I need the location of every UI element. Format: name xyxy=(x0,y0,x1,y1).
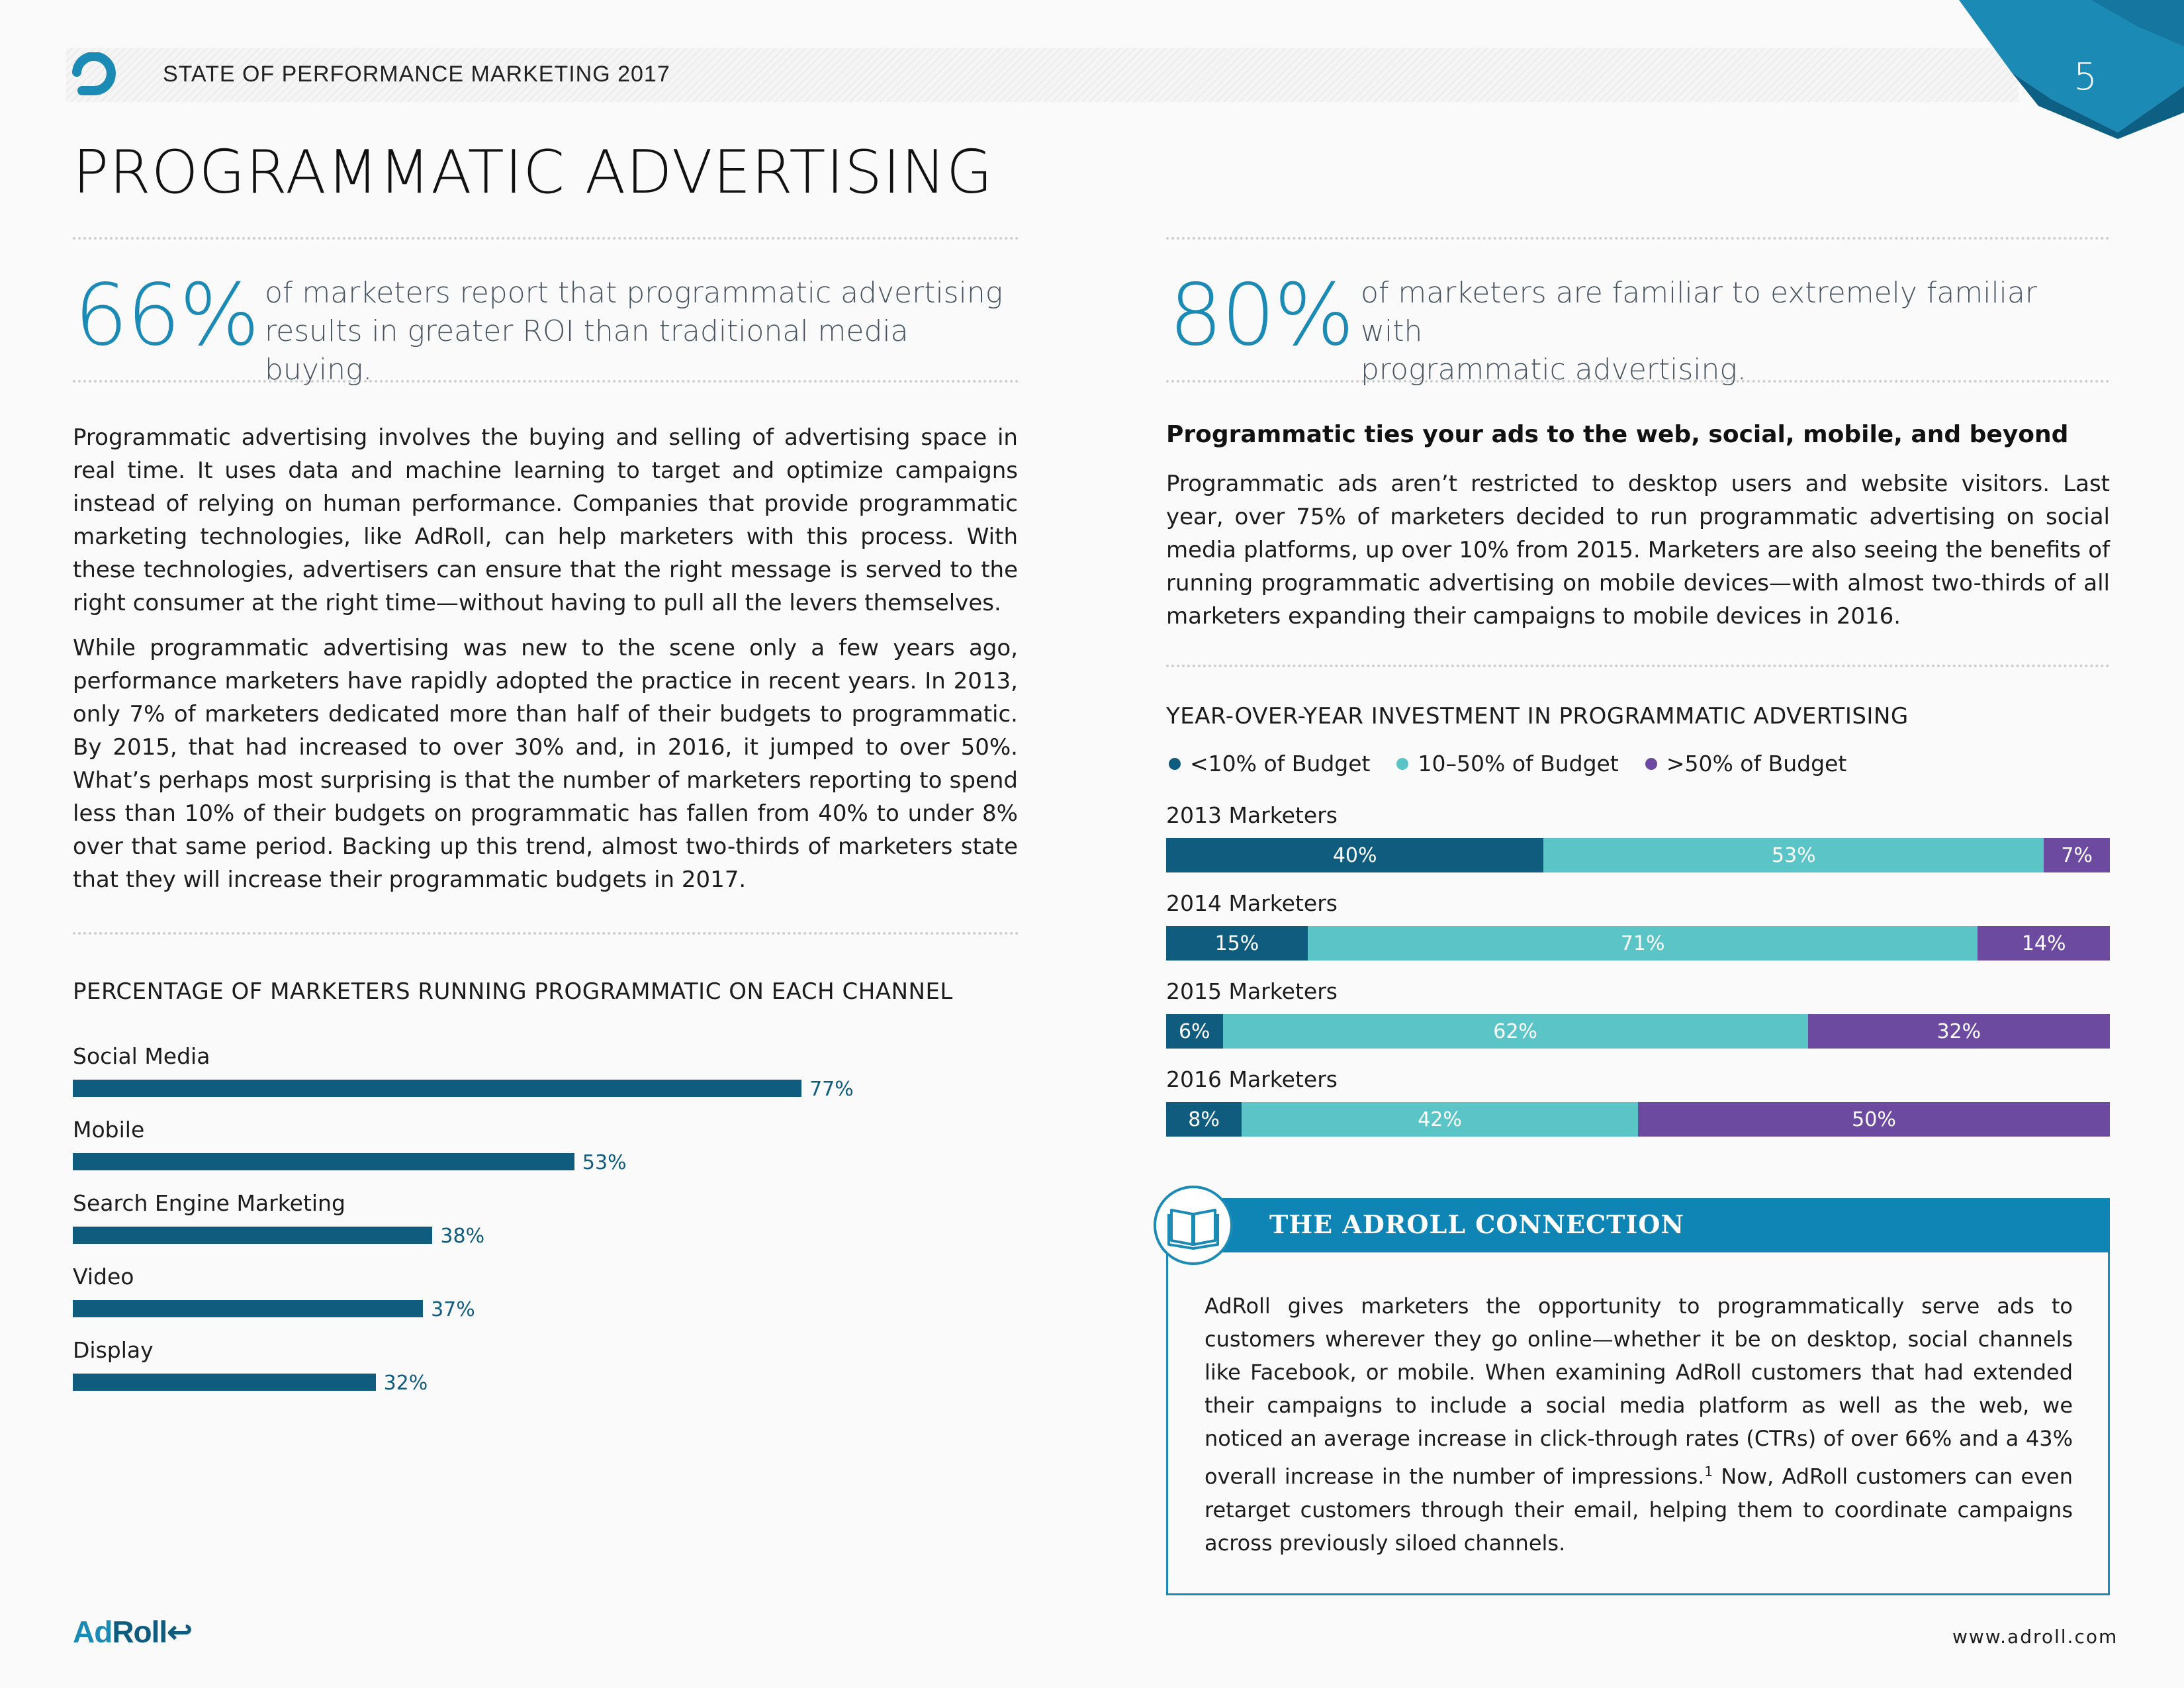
stacked-bar-segment: 42% xyxy=(1242,1102,1638,1137)
stacked-bar-segment: 7% xyxy=(2044,838,2110,872)
legend-item: <10% of Budget xyxy=(1169,751,1370,776)
stacked-bar-segment: 32% xyxy=(1807,1014,2110,1049)
stacked-bar-segment: 15% xyxy=(1166,926,1308,961)
legend-dot-icon xyxy=(1169,757,1181,770)
footer-url[interactable]: www.adroll.com xyxy=(1952,1626,2118,1648)
page-number: 5 xyxy=(2073,56,2097,99)
right-section-heading: Programmatic ties your ads to the web, s… xyxy=(1166,421,2069,448)
divider xyxy=(1166,380,2110,383)
paragraph: Programmatic ads aren’t restricted to de… xyxy=(1166,471,2110,630)
channel-chart-title: PERCENTAGE OF MARKETERS RUNNING PROGRAMM… xyxy=(73,978,953,1005)
stacked-bar-segment: 62% xyxy=(1222,1014,1808,1049)
stacked-bar-segment: 50% xyxy=(1637,1102,2110,1137)
legend-label: <10% of Budget xyxy=(1190,751,1371,776)
right-body-text: Programmatic ads aren’t restricted to de… xyxy=(1166,467,2110,645)
callout-body: AdRoll gives marketers the opportunity t… xyxy=(1205,1289,2073,1560)
channel-bar xyxy=(73,1153,574,1170)
paragraph: While programmatic advertising was new t… xyxy=(73,635,1018,893)
channel-bar xyxy=(73,1227,433,1244)
stat-text-line: of marketers are familiar to extremely f… xyxy=(1361,276,2037,348)
investment-chart-title: YEAR-OVER-YEAR INVESTMENT IN PROGRAMMATI… xyxy=(1166,703,1909,729)
stacked-bar-segment: 6% xyxy=(1166,1014,1223,1049)
stat-text-line: of marketers report that programmatic ad… xyxy=(265,276,1003,310)
left-body-text: Programmatic advertising involves the bu… xyxy=(73,421,1018,908)
channel-value-label: 32% xyxy=(383,1372,428,1395)
channel-label: Social Media xyxy=(73,1043,210,1069)
legend-label: 10–50% of Budget xyxy=(1418,751,1619,776)
channel-label: Search Engine Marketing xyxy=(73,1190,345,1216)
channel-label: Mobile xyxy=(73,1117,145,1143)
chart-legend: <10% of Budget 10–50% of Budget >50% of Bu… xyxy=(1169,751,1873,776)
logo-swoosh-icon: ↩ xyxy=(167,1615,193,1649)
stat-text-line: programmatic advertising. xyxy=(1361,353,1747,387)
stat-text-familiar: of marketers are familiar to extremely f… xyxy=(1361,274,2102,389)
year-label: 2016 Marketers xyxy=(1166,1066,1338,1092)
page-title: PROGRAMMATIC ADVERTISING xyxy=(73,138,993,207)
header-title: STATE OF PERFORMANCE MARKETING 2017 xyxy=(163,62,670,87)
corner-ribbon-decoration xyxy=(1959,0,2184,139)
stacked-bar-row: 8% 42% 50% xyxy=(1166,1102,2110,1137)
callout-box xyxy=(1166,1198,2110,1595)
divider xyxy=(73,380,1019,383)
stacked-bar-row: 40% 53% 7% xyxy=(1166,838,2110,872)
callout-text: Now, AdRoll customers can even retarget … xyxy=(1205,1464,2073,1556)
stacked-bar-segment: 40% xyxy=(1166,838,1544,872)
callout-title: THE ADROLL CONNECTION xyxy=(1269,1209,1685,1239)
logo-part: Ad xyxy=(73,1615,113,1649)
divider xyxy=(73,932,1019,935)
header-band xyxy=(66,48,2019,102)
channel-value-label: 38% xyxy=(440,1225,485,1248)
book-icon xyxy=(1154,1186,1233,1265)
channel-bar xyxy=(73,1374,376,1391)
legend-dot-icon xyxy=(1645,757,1657,770)
year-label: 2013 Marketers xyxy=(1166,802,1338,828)
stat-text-roi: of marketers report that programmatic ad… xyxy=(265,274,1006,389)
year-label: 2014 Marketers xyxy=(1166,890,1338,916)
divider xyxy=(73,237,1019,240)
callout-text: AdRoll gives marketers the opportunity t… xyxy=(1205,1293,2073,1489)
channel-label: Video xyxy=(73,1264,134,1289)
investment-chart: 2013 Marketers 40% 53% 7% 2014 Marketers 15% 7… xyxy=(1166,794,2110,1152)
paragraph: Programmatic advertising involves the bu… xyxy=(73,424,1018,616)
stacked-bar-row: 15% 71% 14% xyxy=(1166,926,2110,961)
stacked-bar-row: 6% 62% 32% xyxy=(1166,1014,2110,1049)
channel-value-label: 37% xyxy=(431,1298,475,1321)
stacked-bar-segment: 71% xyxy=(1307,926,1978,961)
legend-item: >50% of Budget xyxy=(1645,751,1846,776)
channel-value-label: 77% xyxy=(809,1078,854,1101)
channel-label: Display xyxy=(73,1337,154,1363)
legend-dot-icon xyxy=(1396,757,1409,770)
footnote-mark: 1 xyxy=(1704,1464,1713,1479)
channel-bar xyxy=(73,1300,424,1317)
stacked-bar-segment: 8% xyxy=(1166,1102,1242,1137)
callout-header xyxy=(1166,1198,2110,1252)
stacked-bar-segment: 53% xyxy=(1543,838,2044,872)
legend-item: 10–50% of Budget xyxy=(1396,751,1619,776)
adroll-footer-logo: AdRoll↩ xyxy=(73,1614,193,1650)
stat-text-line: results in greater ROI than traditional … xyxy=(265,314,909,387)
stat-value-familiar: 80% xyxy=(1169,266,1354,365)
adroll-logo-icon xyxy=(72,52,116,95)
logo-part: Roll xyxy=(112,1615,167,1649)
year-label: 2015 Marketers xyxy=(1166,978,1338,1004)
legend-label: >50% of Budget xyxy=(1666,751,1847,776)
channel-value-label: 53% xyxy=(582,1151,627,1174)
stacked-bar-segment: 14% xyxy=(1978,926,2110,961)
stat-value-roi: 66% xyxy=(74,266,259,365)
divider xyxy=(1166,237,2110,240)
channel-bar xyxy=(73,1080,802,1097)
divider xyxy=(1166,665,2110,667)
channel-chart: Social Media 77% Mobile 53% Search Engine Ma… xyxy=(73,1033,999,1403)
